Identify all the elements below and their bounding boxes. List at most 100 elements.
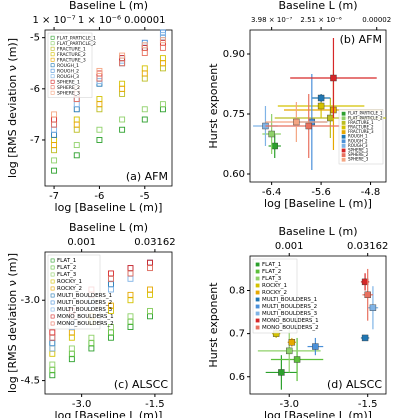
legend-box — [338, 109, 384, 165]
point — [119, 52, 126, 59]
point — [159, 65, 166, 72]
y-axis-label: Hurst exponent — [207, 282, 220, 368]
point — [312, 343, 319, 350]
point — [327, 114, 334, 122]
point — [49, 329, 56, 336]
point — [96, 101, 103, 108]
point — [147, 259, 153, 266]
point — [49, 372, 56, 379]
legend-label: SPHERE_1 — [57, 79, 80, 85]
point — [73, 121, 80, 128]
legend-label: FLAT_3 — [57, 272, 77, 278]
legend-swatch — [341, 134, 346, 139]
point — [364, 291, 371, 299]
point — [317, 94, 325, 102]
point — [147, 259, 153, 266]
point — [278, 369, 285, 376]
legend-label: MULTI_BOULDERS_2 — [57, 300, 112, 306]
point — [73, 116, 80, 123]
legend-label: ROUGH_1 — [57, 63, 79, 69]
point — [127, 318, 134, 325]
point — [68, 356, 75, 363]
point — [107, 281, 114, 288]
point — [141, 42, 148, 49]
y-tick-label: -6 — [30, 84, 40, 95]
point — [107, 286, 114, 293]
top-tick-label: 1 × 10⁻⁶ — [78, 15, 121, 26]
legend-label: FLAT_3 — [262, 276, 282, 282]
legend-label: FLAT_PARTICLE_1 — [57, 35, 96, 41]
legend-label: FRACTURE_2 — [57, 52, 86, 58]
point — [119, 80, 126, 87]
point — [49, 350, 56, 357]
legend-swatch — [255, 297, 260, 302]
point — [119, 90, 126, 97]
point — [51, 147, 58, 154]
point — [127, 313, 134, 320]
x-tick-label: -6 — [94, 191, 104, 202]
point — [127, 275, 134, 282]
point — [51, 157, 58, 164]
point — [147, 265, 153, 272]
point — [73, 126, 80, 133]
point — [96, 75, 103, 82]
legend-label: MULTI_BOULDERS_1 — [57, 293, 112, 299]
point — [107, 324, 114, 330]
point — [141, 70, 148, 77]
panel-label: (a) AFM — [126, 170, 168, 183]
x-tick-label: -4.8 — [361, 187, 381, 198]
point — [49, 340, 56, 347]
legend-label: ROUGH_2 — [348, 138, 368, 143]
x-tick-label: -3.0 — [72, 399, 92, 410]
point — [49, 334, 56, 341]
point — [68, 334, 75, 341]
legend-swatch — [255, 304, 260, 309]
y-tick-label: 0.60 — [223, 169, 245, 180]
legend-swatch — [255, 318, 260, 323]
point — [107, 334, 114, 341]
legend-label: ROCKY_2 — [57, 286, 82, 292]
legend-swatch — [341, 111, 346, 116]
x-tick-label: -5 — [140, 191, 150, 202]
legend-swatch — [255, 311, 260, 316]
legend-label: FLAT_2 — [262, 269, 281, 275]
legend-swatch — [50, 265, 55, 270]
panel-label: (d) ALSCC — [327, 378, 382, 391]
legend: FLAT_1FLAT_2FLAT_3ROCKY_1ROCKY_2MULTI_BO… — [252, 258, 319, 334]
y-tick-label: 0.90 — [223, 49, 245, 60]
point — [51, 137, 58, 143]
legend-swatch — [255, 283, 260, 288]
legend-swatch — [50, 85, 55, 90]
legend-label: ROCKY_2 — [262, 290, 287, 296]
point — [141, 106, 148, 113]
point — [286, 347, 293, 355]
x-axis-label: log [Baseline L (m)] — [264, 409, 372, 418]
legend-swatch — [50, 63, 55, 68]
y-tick-label: -7 — [30, 135, 40, 146]
point — [369, 304, 377, 311]
point — [49, 345, 56, 352]
point — [107, 302, 114, 309]
point — [51, 142, 58, 149]
point — [88, 345, 95, 352]
legend-swatch — [50, 272, 55, 277]
point — [73, 101, 80, 108]
point — [73, 142, 80, 149]
legend-box — [47, 32, 93, 98]
legend-swatch — [50, 74, 55, 79]
point — [147, 313, 153, 320]
point — [305, 122, 312, 130]
top-tick-label: 2.51 × 10⁻⁶ — [300, 16, 342, 24]
y-tick-label: 0.6 — [229, 372, 245, 383]
legend-swatch — [50, 279, 55, 284]
point — [127, 270, 134, 277]
legend-swatch — [255, 269, 260, 274]
legend-swatch — [341, 139, 346, 144]
point — [88, 334, 95, 341]
point — [127, 265, 134, 272]
legend-label: MONO_BOULDERS_1 — [262, 318, 319, 324]
y-tick-label: 0.8 — [229, 286, 245, 297]
point — [119, 85, 126, 92]
point — [159, 101, 166, 108]
